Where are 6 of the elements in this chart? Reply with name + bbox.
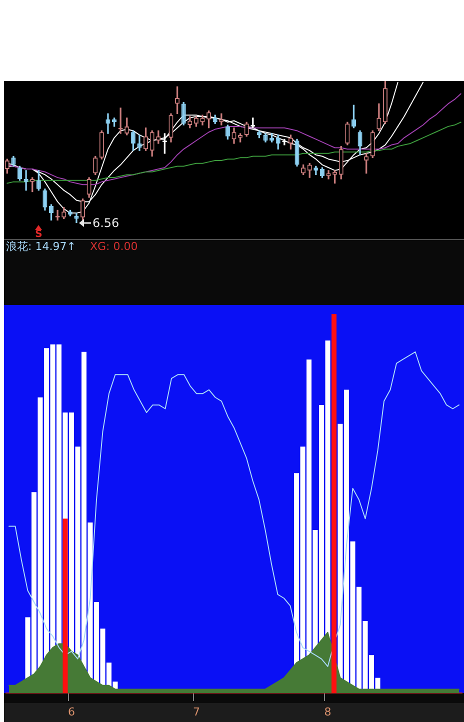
x-tick-label: 7 (193, 705, 200, 718)
x-tick-label: 6 (68, 705, 75, 718)
text: 浪花: 14.97↑ (6, 240, 76, 254)
annotation: 6.56 (92, 216, 120, 230)
text: XG: 0.00 (90, 240, 138, 254)
x-tick-label: 8 (324, 705, 332, 718)
